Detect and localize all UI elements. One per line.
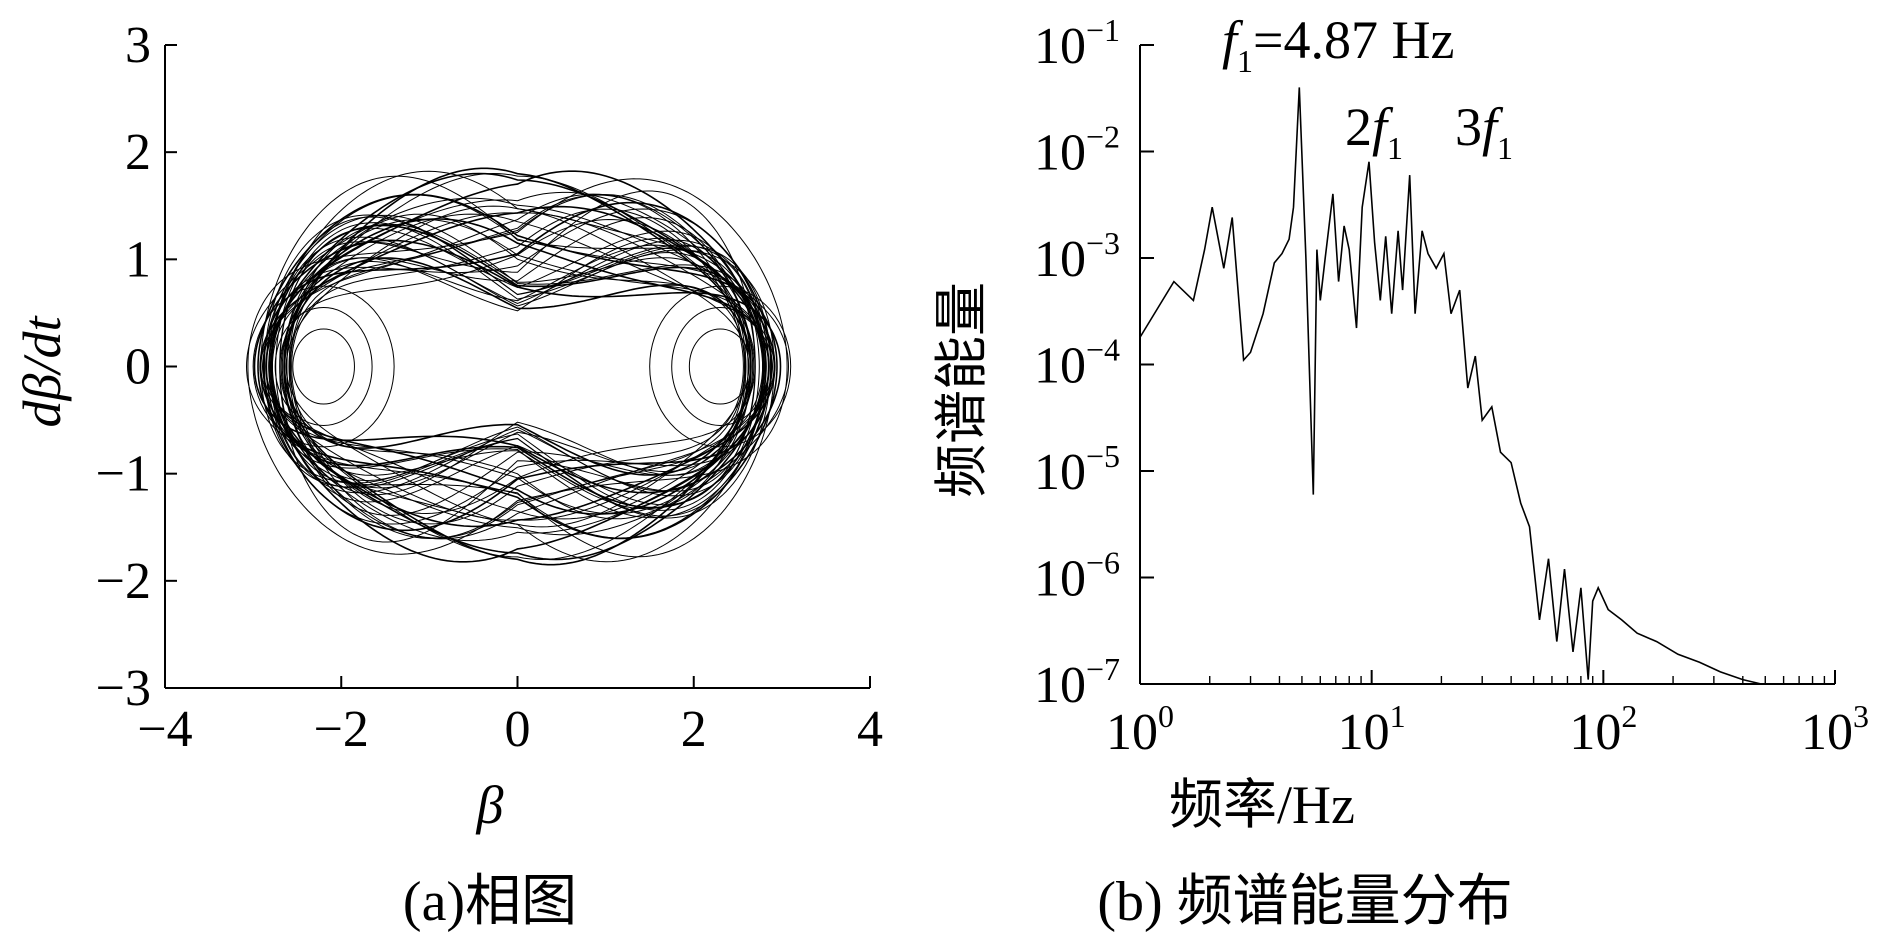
phase-trajectory: [286, 217, 749, 516]
tick-base: 10: [1034, 231, 1086, 288]
spectrum-y-tick-label: 10−2: [1034, 119, 1120, 182]
spectrum-y-tick-label: 10−3: [1034, 225, 1120, 288]
annotation-subscript: 1: [1387, 130, 1403, 166]
tick-exponent: −6: [1086, 545, 1120, 581]
phase-trajectory: [281, 193, 754, 540]
annotation-subscript: 1: [1237, 43, 1253, 79]
spectrum-annotation: 2f1: [1345, 97, 1403, 166]
phase-x-axis-label: β: [476, 775, 504, 835]
phase-ticks: −4 −2 0 2 4 −3 −2 −1 0 1 2 3: [96, 17, 883, 758]
tick-exponent: −7: [1086, 651, 1120, 687]
phase-trajectory: [288, 223, 747, 510]
phase-inner-loop: [649, 285, 792, 448]
phase-trajectory: [270, 191, 765, 542]
tick-base: 10: [1034, 657, 1086, 714]
phase-trajectory: [290, 194, 745, 539]
spectrum-x-axis-label: 频率/Hz: [1169, 775, 1355, 835]
phase-y-axis-label: dβ/dt: [12, 315, 72, 428]
tick-base: 10: [1034, 444, 1086, 501]
phase-inner-loop: [292, 328, 355, 405]
tick-base: 10: [1034, 125, 1086, 182]
phase-trajectory: [263, 214, 772, 519]
spectrum-panel: 100 101 102 10310−710−610−510−410−310−210−1…: [932, 10, 1869, 933]
spectrum-y-axis-label: 频谱能量: [932, 282, 992, 498]
phase-caption: (a)相图: [403, 871, 577, 933]
phase-trajectories: [245, 167, 792, 566]
phase-trajectory: [247, 178, 788, 555]
annotation-text: =4.87 Hz: [1253, 10, 1454, 70]
phase-trajectory: [289, 213, 746, 520]
phase-y-tick-label: 3: [125, 17, 151, 74]
phase-x-tick-label: 0: [505, 701, 531, 758]
phase-trajectory: [283, 241, 752, 492]
phase-trajectory: [283, 257, 752, 476]
spectrum-annotation: 3f1: [1455, 97, 1513, 166]
tick-exponent: 3: [1853, 698, 1869, 734]
spectrum-x-tick-label: 102: [1569, 698, 1637, 761]
phase-x-tick-label: −4: [137, 701, 192, 758]
phase-x-tick-label: −2: [314, 701, 369, 758]
phase-y-tick-label: −2: [96, 553, 151, 610]
phase-y-tick-label: −3: [96, 660, 151, 717]
tick-base: 10: [1801, 704, 1853, 761]
phase-inner-loop: [274, 307, 373, 426]
phase-trajectory: [257, 193, 778, 540]
phase-trajectory: [262, 201, 773, 532]
phase-y-tick-label: 1: [125, 231, 151, 288]
spectrum-annotation: f1=4.87 Hz: [1222, 10, 1454, 79]
phase-y-tick-label: 0: [125, 339, 151, 396]
phase-trajectory: [269, 170, 766, 563]
annotation-prefix: 2: [1345, 97, 1372, 157]
spectrum-y-tick-label: 10−4: [1034, 332, 1120, 395]
spectrum-line: [1139, 87, 1777, 685]
phase-trajectory: [280, 172, 755, 561]
spectrum-x-tick-label: 103: [1801, 698, 1869, 761]
spectrum-annotations: f1=4.87 Hz 2f1 3f1: [1222, 10, 1513, 166]
phase-inner-loop: [252, 285, 395, 448]
tick-base: 10: [1569, 704, 1621, 761]
tick-exponent: −5: [1086, 438, 1120, 474]
phase-inner-loop: [671, 307, 770, 426]
phase-x-tick-label: 4: [857, 701, 883, 758]
tick-base: 10: [1106, 704, 1158, 761]
spectrum-y-tick-label: 10−7: [1034, 651, 1120, 714]
tick-base: 10: [1338, 704, 1390, 761]
phase-trajectory: [261, 213, 774, 520]
annotation-subscript: 1: [1497, 130, 1513, 166]
tick-exponent: −2: [1086, 119, 1120, 155]
spectrum-x-tick-label: 101: [1338, 698, 1406, 761]
spectrum-y-tick-label: 10−1: [1034, 12, 1120, 75]
phase-trajectory: [245, 197, 790, 536]
phase-trajectory: [268, 218, 767, 515]
phase-trajectory: [270, 170, 765, 563]
annotation-prefix: 3: [1455, 97, 1482, 157]
phase-y-tick-label: 2: [125, 124, 151, 181]
tick-base: 10: [1034, 338, 1086, 395]
tick-exponent: −1: [1086, 12, 1120, 48]
tick-base: 10: [1034, 551, 1086, 608]
phase-x-tick-label: 2: [681, 701, 707, 758]
phase-trajectory: [269, 236, 766, 497]
spectrum-caption: (b) 频谱能量分布: [1097, 871, 1512, 933]
tick-exponent: 0: [1158, 698, 1174, 734]
phase-trajectory: [279, 227, 756, 506]
phase-portrait-panel: −4 −2 0 2 4 −3 −2 −1 0 1 2 3 β dβ/dt (a)相图: [12, 17, 883, 933]
spectrum-y-tick-label: 10−6: [1034, 545, 1120, 608]
tick-base: 10: [1034, 18, 1086, 75]
phase-trajectory: [291, 208, 744, 525]
phase-inner-loop: [688, 328, 752, 405]
phase-trajectory: [260, 175, 775, 558]
tick-exponent: −4: [1086, 332, 1120, 368]
tick-exponent: 2: [1621, 698, 1637, 734]
tick-exponent: −3: [1086, 225, 1120, 261]
phase-y-tick-label: −1: [96, 446, 151, 503]
tick-exponent: 1: [1390, 698, 1406, 734]
spectrum-x-tick-label: 100: [1106, 698, 1174, 761]
phase-trajectory: [265, 218, 770, 515]
spectrum-series: [1139, 87, 1777, 685]
phase-trajectory: [266, 208, 769, 525]
spectrum-y-tick-label: 10−5: [1034, 438, 1120, 501]
